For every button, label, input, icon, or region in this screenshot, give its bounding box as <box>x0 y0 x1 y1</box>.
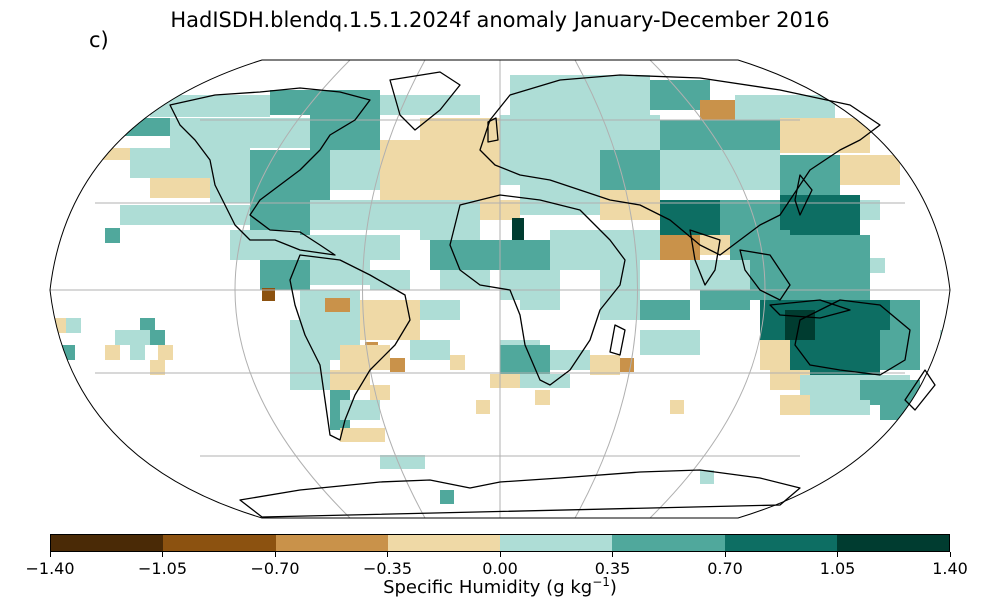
colorbar-tick <box>499 552 501 557</box>
colorbar-tick-label: 0.00 <box>482 559 518 578</box>
colorbar-segment <box>612 535 725 551</box>
colorbar-label: Specific Humidity (g kg−1) <box>383 575 617 598</box>
globe-outline <box>49 59 951 519</box>
colorbar-tick <box>49 552 51 557</box>
colorbar-tick <box>724 552 726 557</box>
colorbar-tick-label: −1.40 <box>25 559 75 578</box>
colorbar-tick-label: −0.70 <box>250 559 300 578</box>
graticule <box>50 59 950 519</box>
colorbar-tick-label: 1.40 <box>932 559 968 578</box>
colorbar-segment <box>500 535 613 551</box>
colorbar-tick-label: 0.35 <box>594 559 631 578</box>
colorbar-tick <box>949 552 951 557</box>
colorbar-tick <box>387 552 388 557</box>
colorbar-segment <box>275 535 388 551</box>
colorbar-segment <box>836 535 949 551</box>
colorbar-tick <box>837 552 838 557</box>
colorbar-tick-label: −0.35 <box>362 559 413 578</box>
colorbar-segment <box>724 535 837 551</box>
colorbar-tick-label: −1.05 <box>137 559 188 578</box>
colorbar-tick <box>612 552 613 557</box>
colorbar-tick <box>274 552 276 557</box>
panel-label: c) <box>89 28 109 52</box>
colorbar-tick-label: 0.70 <box>707 559 743 578</box>
colorbar <box>50 534 950 552</box>
colorbar-segment <box>163 535 276 551</box>
colorbar-tick-label: 1.05 <box>819 559 856 578</box>
colorbar-segment <box>51 535 164 551</box>
map-title: HadISDH.blendq.1.5.1.2024f anomaly Janua… <box>170 8 830 32</box>
colorbar-ticks: −1.40 −1.05 −0.70 −0.35 0.00 0.35 0.70 1.05 1.40 <box>25 552 968 582</box>
colorbar-segment <box>387 535 500 551</box>
colorbar-tick <box>162 552 163 557</box>
